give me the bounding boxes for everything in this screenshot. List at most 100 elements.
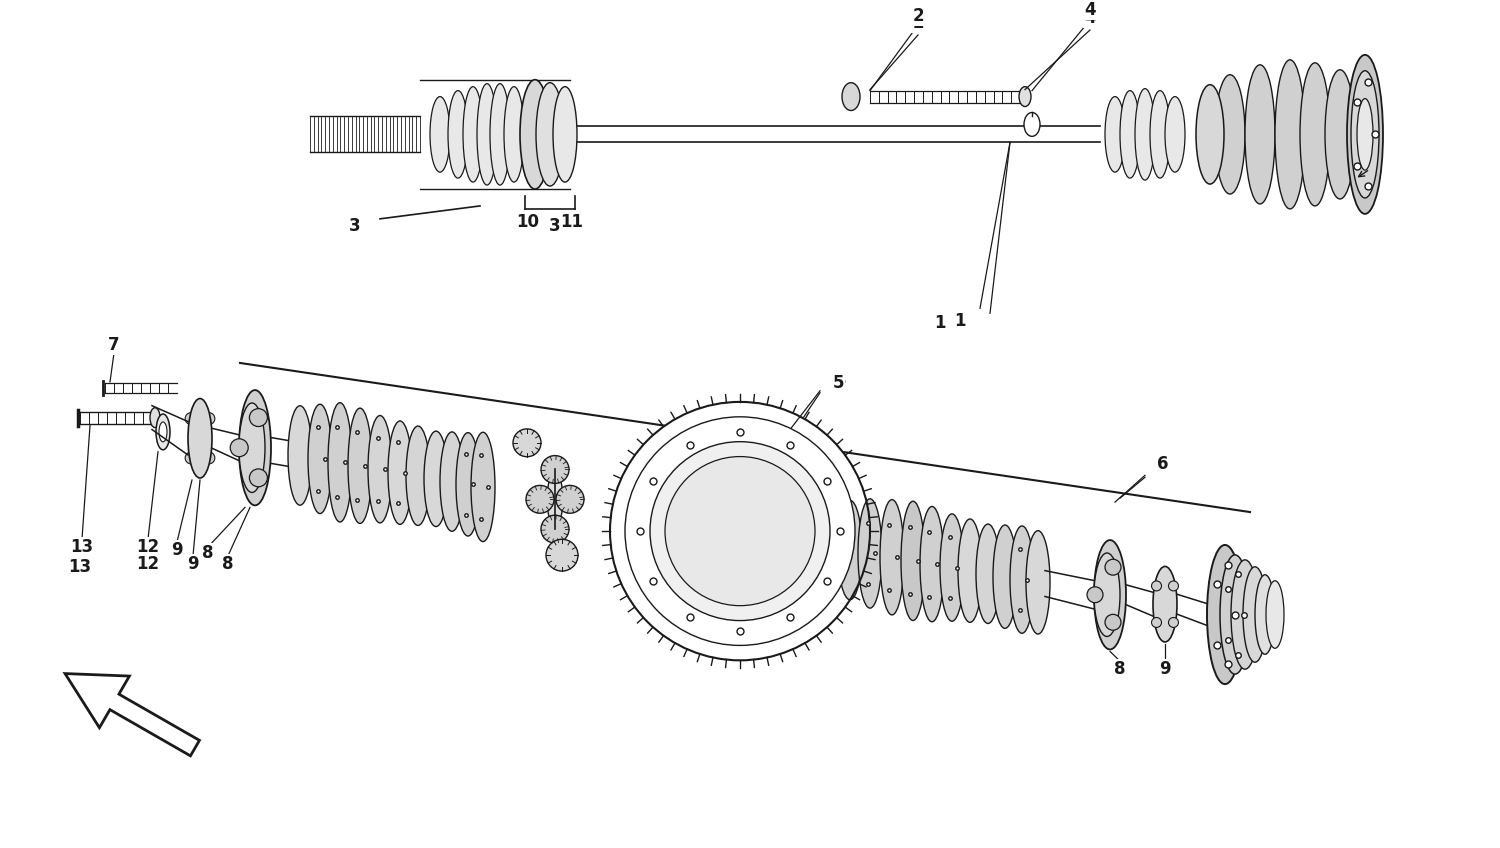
Ellipse shape	[202, 452, 214, 464]
Text: 5: 5	[833, 374, 843, 392]
Ellipse shape	[1106, 614, 1120, 630]
Ellipse shape	[368, 416, 392, 523]
Text: 4: 4	[1084, 1, 1096, 20]
Text: 9: 9	[1160, 660, 1172, 678]
Text: 1: 1	[954, 312, 966, 330]
Text: 3: 3	[350, 217, 361, 235]
Polygon shape	[64, 673, 200, 756]
Ellipse shape	[440, 432, 464, 532]
Ellipse shape	[546, 539, 578, 571]
Ellipse shape	[504, 86, 524, 182]
Ellipse shape	[1102, 581, 1112, 609]
Ellipse shape	[424, 431, 448, 527]
Text: 6: 6	[1160, 456, 1170, 474]
Ellipse shape	[238, 390, 272, 505]
Ellipse shape	[1166, 97, 1185, 172]
Ellipse shape	[1266, 581, 1284, 649]
Ellipse shape	[188, 399, 211, 478]
Ellipse shape	[238, 403, 266, 493]
Text: 8: 8	[202, 544, 213, 562]
Ellipse shape	[194, 416, 207, 460]
Ellipse shape	[477, 84, 496, 185]
Ellipse shape	[456, 432, 480, 536]
Ellipse shape	[448, 91, 468, 178]
Ellipse shape	[490, 84, 510, 185]
Text: 7: 7	[108, 336, 120, 354]
Text: 3: 3	[549, 217, 561, 235]
Text: 13: 13	[70, 538, 93, 555]
Ellipse shape	[842, 82, 860, 110]
Ellipse shape	[542, 516, 568, 543]
Ellipse shape	[1244, 566, 1268, 662]
Ellipse shape	[542, 455, 568, 483]
Ellipse shape	[526, 485, 554, 513]
Ellipse shape	[1352, 70, 1378, 198]
Ellipse shape	[249, 469, 267, 487]
Ellipse shape	[940, 514, 964, 622]
Ellipse shape	[1024, 113, 1039, 137]
Ellipse shape	[1220, 555, 1250, 674]
Ellipse shape	[1019, 86, 1031, 107]
Ellipse shape	[839, 500, 862, 600]
Ellipse shape	[1010, 526, 1034, 633]
Text: 2: 2	[912, 7, 924, 25]
Ellipse shape	[348, 408, 372, 523]
Text: 8: 8	[1114, 660, 1125, 678]
Ellipse shape	[464, 86, 483, 182]
Ellipse shape	[520, 80, 550, 189]
Ellipse shape	[556, 485, 584, 513]
Ellipse shape	[249, 409, 267, 427]
Ellipse shape	[554, 86, 578, 182]
Text: 9: 9	[171, 541, 183, 559]
Ellipse shape	[902, 501, 926, 621]
Ellipse shape	[328, 403, 352, 522]
Text: 4: 4	[1084, 9, 1096, 27]
Ellipse shape	[288, 405, 312, 505]
Ellipse shape	[1256, 575, 1275, 655]
Ellipse shape	[471, 432, 495, 542]
Ellipse shape	[248, 432, 256, 463]
Ellipse shape	[1152, 581, 1161, 591]
Text: 6: 6	[1158, 455, 1168, 473]
Ellipse shape	[159, 422, 166, 442]
Ellipse shape	[156, 414, 170, 449]
Ellipse shape	[993, 525, 1017, 628]
Ellipse shape	[536, 82, 564, 186]
Text: 5: 5	[834, 372, 846, 390]
Ellipse shape	[1106, 559, 1120, 575]
Text: 2: 2	[912, 14, 924, 32]
Ellipse shape	[1106, 97, 1125, 172]
Ellipse shape	[150, 408, 160, 427]
Ellipse shape	[1094, 540, 1126, 650]
Ellipse shape	[920, 506, 944, 622]
Ellipse shape	[1168, 581, 1179, 591]
Ellipse shape	[406, 426, 430, 526]
Ellipse shape	[184, 452, 196, 464]
Ellipse shape	[1347, 55, 1383, 214]
Circle shape	[610, 402, 870, 661]
Ellipse shape	[1160, 584, 1172, 624]
Ellipse shape	[1168, 617, 1179, 628]
Ellipse shape	[1300, 63, 1330, 206]
Ellipse shape	[1026, 531, 1050, 634]
Ellipse shape	[1270, 597, 1280, 633]
Ellipse shape	[202, 413, 214, 425]
Ellipse shape	[880, 499, 904, 615]
Ellipse shape	[1196, 85, 1224, 184]
Ellipse shape	[1358, 98, 1372, 170]
Text: 10: 10	[516, 213, 540, 231]
Ellipse shape	[430, 97, 450, 172]
Ellipse shape	[1245, 64, 1275, 204]
Ellipse shape	[230, 438, 248, 457]
Ellipse shape	[1154, 566, 1178, 642]
Ellipse shape	[958, 519, 982, 622]
Text: 1: 1	[934, 315, 945, 332]
Ellipse shape	[1094, 553, 1120, 637]
Ellipse shape	[513, 429, 542, 457]
Ellipse shape	[1136, 89, 1155, 180]
Text: 12: 12	[136, 555, 159, 572]
Ellipse shape	[548, 473, 562, 525]
Ellipse shape	[184, 413, 196, 425]
Ellipse shape	[1120, 91, 1140, 178]
Text: 8: 8	[222, 555, 234, 572]
